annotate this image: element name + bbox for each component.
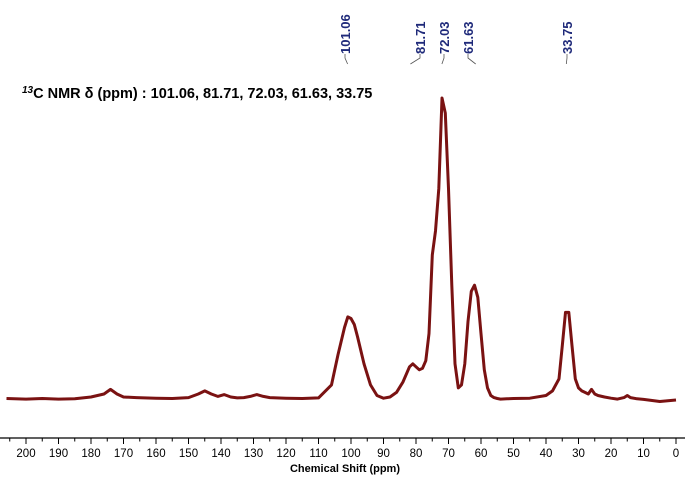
title-superscript: 13: [22, 85, 34, 96]
x-axis-ticks: 200 190 180 170 160 150 140 130 120 110 100 90 80 70 6…: [9, 438, 679, 460]
peak-leader-line: [467, 54, 476, 65]
x-tick-label: 170: [114, 448, 133, 460]
x-tick-label: 60: [475, 448, 488, 460]
x-tick-label: 200: [16, 448, 35, 460]
x-tick-label: 120: [276, 448, 295, 460]
peak-leader-line: [565, 54, 568, 65]
peak-label: 33.75: [560, 21, 575, 54]
peak-labels: 101.06 81.71 72.03 61.63 33.75: [338, 14, 575, 65]
peak-label: 72.03: [437, 21, 452, 54]
chart-title: 13C NMR δ (ppm) : 101.06, 81.71, 72.03, …: [22, 85, 372, 102]
title-main: C NMR δ (ppm) : 101.06, 81.71, 72.03, 61…: [33, 86, 372, 102]
x-tick-label: 90: [377, 448, 390, 460]
x-tick-label: 130: [244, 448, 263, 460]
x-tick-label: 190: [49, 448, 68, 460]
x-tick-label: 20: [605, 448, 618, 460]
x-tick-label: 150: [179, 448, 198, 460]
x-tick-label: 40: [540, 448, 553, 460]
spectrum-line-0: [6, 96, 677, 403]
x-tick-label: 140: [211, 448, 230, 460]
x-tick-label: 160: [146, 448, 165, 460]
peak-leader-line: [344, 54, 348, 65]
x-tick-label: 30: [572, 448, 585, 460]
x-tick-label: 10: [637, 448, 650, 460]
peak-leader-line: [441, 54, 445, 65]
x-tick-label: 70: [442, 448, 455, 460]
peak-leader-line: [410, 54, 421, 65]
x-tick-label: 80: [410, 448, 423, 460]
x-tick-label: 180: [81, 448, 100, 460]
x-tick-label: 110: [309, 448, 327, 460]
x-tick-label: 100: [341, 448, 360, 460]
spectrum: [6, 96, 677, 403]
peak-label: 61.63: [461, 21, 476, 54]
peak-label: 81.71: [413, 21, 428, 54]
x-tick-label: 50: [507, 448, 520, 460]
x-tick-label: 0: [673, 448, 679, 460]
x-axis-title: Chemical Shift (ppm): [290, 463, 400, 475]
peak-label: 101.06: [338, 14, 353, 54]
